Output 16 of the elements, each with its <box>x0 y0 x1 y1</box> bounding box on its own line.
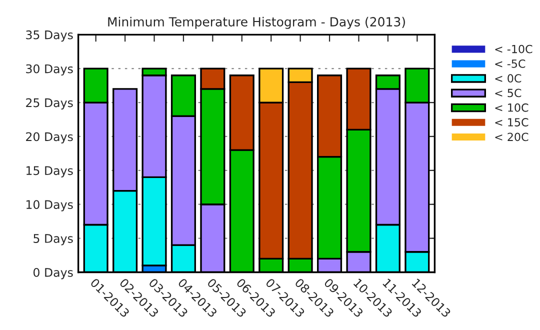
y-tick-label: 30 Days <box>26 64 73 76</box>
legend-label: < -5C <box>495 59 526 68</box>
y-tick-label: 20 Days <box>26 132 73 144</box>
legend-label: < 20C <box>495 132 528 142</box>
y-tick-label: 35 Days <box>26 30 73 42</box>
y-tick-label: 10 Days <box>26 200 73 212</box>
legend-label: < -10C <box>495 44 532 54</box>
y-tick-label: 5 Days <box>34 234 73 246</box>
y-tick-label: 0 Days <box>33 268 73 280</box>
legend-label: < 15C <box>495 118 528 126</box>
legend-label: < 0C <box>495 74 522 83</box>
y-tick-label: 15 Days <box>26 166 73 178</box>
legend-label: < 5C <box>495 88 522 98</box>
y-tick-label: 25 Days <box>26 98 73 110</box>
legend-label: < 10C <box>495 103 528 112</box>
chart-title: Minimum Temperature Histogram - Days (2013) <box>108 16 405 29</box>
